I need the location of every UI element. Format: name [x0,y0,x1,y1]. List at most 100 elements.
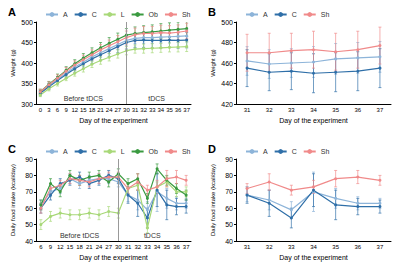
svg-text:Day of the experiment: Day of the experiment [79,117,148,125]
svg-text:18: 18 [76,244,83,250]
svg-text:480: 480 [221,39,233,46]
svg-text:70: 70 [225,188,233,195]
svg-text:80: 80 [25,172,33,179]
svg-text:90: 90 [25,156,33,163]
svg-text:37: 37 [377,244,384,250]
svg-text:31: 31 [125,244,132,250]
svg-text:31: 31 [244,244,251,250]
svg-text:0: 0 [39,107,43,113]
svg-text:440: 440 [221,80,233,87]
svg-text:Day of the experiment: Day of the experiment [279,117,348,125]
svg-text:Before tDCS: Before tDCS [64,95,104,102]
svg-text:21: 21 [97,107,104,113]
svg-text:A: A [8,6,16,18]
svg-text:420: 420 [221,101,233,108]
svg-text:15: 15 [67,244,74,250]
svg-text:70: 70 [25,188,33,195]
svg-text:Sh: Sh [182,11,191,18]
svg-text:Daily food intake (kcal/day): Daily food intake (kcal/day) [10,164,16,236]
svg-text:60: 60 [25,205,33,212]
svg-text:90: 90 [225,156,233,163]
svg-text:Day of the experiment: Day of the experiment [79,254,148,262]
svg-text:34: 34 [310,244,317,250]
svg-text:36: 36 [354,244,361,250]
svg-text:37: 37 [377,107,384,113]
svg-text:B: B [208,6,216,18]
svg-text:24: 24 [96,244,103,250]
svg-text:30: 30 [115,244,122,250]
svg-text:37: 37 [183,244,190,250]
svg-text:37: 37 [183,107,190,113]
svg-text:300: 300 [21,101,33,108]
svg-text:32: 32 [266,244,273,250]
svg-text:500: 500 [221,19,233,26]
svg-text:A: A [263,148,268,155]
svg-text:Weight (g): Weight (g) [210,49,216,77]
svg-text:500: 500 [21,19,33,26]
svg-text:33: 33 [288,107,295,113]
svg-text:15: 15 [80,107,87,113]
svg-text:9: 9 [64,107,68,113]
svg-text:18: 18 [89,107,96,113]
svg-text:460: 460 [221,60,233,67]
svg-text:Sh: Sh [182,148,191,155]
svg-text:33: 33 [149,107,156,113]
svg-text:tDCS: tDCS [144,232,161,239]
svg-text:32: 32 [266,107,273,113]
svg-text:80: 80 [225,172,233,179]
svg-text:L: L [121,11,125,18]
svg-text:Ob: Ob [149,11,158,18]
svg-text:32: 32 [134,244,141,250]
svg-text:6: 6 [56,107,60,113]
svg-text:Sh: Sh [321,148,330,155]
svg-text:40: 40 [225,238,233,245]
svg-text:350: 350 [21,80,33,87]
svg-text:21: 21 [86,244,93,250]
svg-text:34: 34 [158,107,165,113]
svg-text:Before tDCS: Before tDCS [60,232,100,239]
svg-text:35: 35 [332,107,339,113]
svg-text:50: 50 [25,221,33,228]
svg-text:L: L [121,148,125,155]
svg-text:34: 34 [310,107,317,113]
svg-text:Sh: Sh [321,11,330,18]
svg-text:12: 12 [57,244,64,250]
svg-text:36: 36 [175,107,182,113]
svg-text:35: 35 [163,244,170,250]
svg-text:36: 36 [173,244,180,250]
svg-text:Ob: Ob [149,148,158,155]
svg-text:30: 30 [123,107,130,113]
svg-text:31: 31 [132,107,139,113]
svg-text:Daily food intake (kcal/day): Daily food intake (kcal/day) [210,164,216,236]
svg-text:400: 400 [21,60,33,67]
svg-text:6: 6 [39,244,43,250]
svg-text:C: C [92,11,97,18]
svg-text:31: 31 [244,107,251,113]
svg-text:D: D [208,143,216,155]
svg-text:32: 32 [140,107,147,113]
svg-text:A: A [63,148,68,155]
svg-text:35: 35 [332,244,339,250]
svg-text:A: A [63,11,68,18]
svg-text:33: 33 [144,244,151,250]
svg-text:3: 3 [47,107,51,113]
svg-text:34: 34 [154,244,161,250]
svg-text:Day of the experiment: Day of the experiment [279,254,348,262]
svg-text:35: 35 [166,107,173,113]
svg-text:33: 33 [288,244,295,250]
svg-text:tDCS: tDCS [148,95,165,102]
svg-text:A: A [263,11,268,18]
svg-text:C: C [8,143,16,155]
svg-text:C: C [292,11,297,18]
svg-text:36: 36 [354,107,361,113]
svg-text:12: 12 [71,107,78,113]
svg-text:9: 9 [49,244,53,250]
svg-text:Weight (g): Weight (g) [10,49,16,77]
svg-text:C: C [92,148,97,155]
svg-text:27: 27 [105,244,112,250]
svg-text:450: 450 [21,39,33,46]
svg-text:50: 50 [225,221,233,228]
svg-text:24: 24 [106,107,113,113]
svg-text:40: 40 [25,238,33,245]
svg-text:60: 60 [225,205,233,212]
